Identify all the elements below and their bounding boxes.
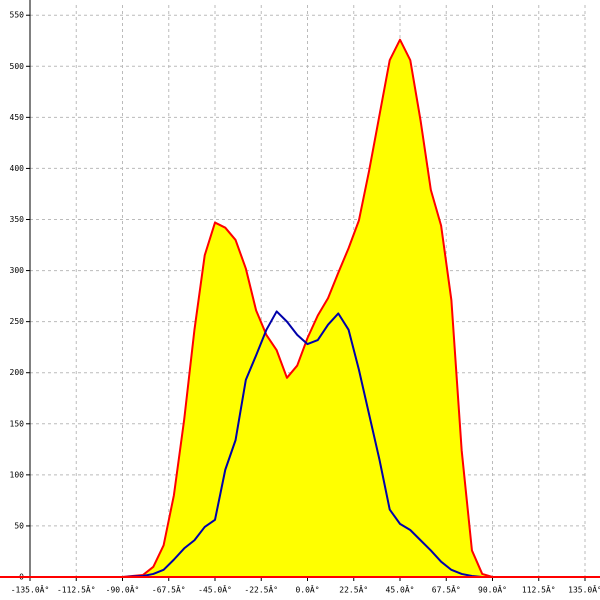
y-tick-label: 300 xyxy=(10,266,25,275)
x-tick-label: -90.0Â° xyxy=(106,584,140,595)
x-tick-label: -45.0Â° xyxy=(198,584,232,595)
x-tick-label: 90.0Â° xyxy=(478,584,507,595)
y-tick-label: 400 xyxy=(10,164,25,173)
y-tick-label: 250 xyxy=(10,317,25,326)
y-tick-label: 550 xyxy=(10,11,25,20)
area-outline xyxy=(122,38,493,578)
y-tick-label: 500 xyxy=(10,62,25,71)
x-tick-label: -135.0Â° xyxy=(11,584,50,595)
line xyxy=(122,310,493,578)
x-tick-label: -22.5Â° xyxy=(244,584,278,595)
y-tick-label: 450 xyxy=(10,113,25,122)
x-tick-label: 0.0Â° xyxy=(295,584,319,595)
x-tick-label: 112.5Â° xyxy=(522,584,556,595)
x-tick-label: 135.0Â° xyxy=(568,584,600,595)
y-tick-label: 350 xyxy=(10,215,25,224)
x-tick-label: 22.5Â° xyxy=(339,584,368,595)
y-tick-label: 150 xyxy=(10,419,25,428)
x-tick-label: 45.0Â° xyxy=(386,584,415,595)
y-tick-label: 50 xyxy=(14,521,24,530)
y-tick-label: 100 xyxy=(10,470,25,479)
x-tick-label: -67.5Â° xyxy=(152,584,186,595)
area-fill xyxy=(122,39,493,577)
x-tick-label: 67.5Â° xyxy=(432,584,461,595)
x-tick-label: -112.5Â° xyxy=(57,584,96,595)
y-tick-label: 200 xyxy=(10,368,25,377)
